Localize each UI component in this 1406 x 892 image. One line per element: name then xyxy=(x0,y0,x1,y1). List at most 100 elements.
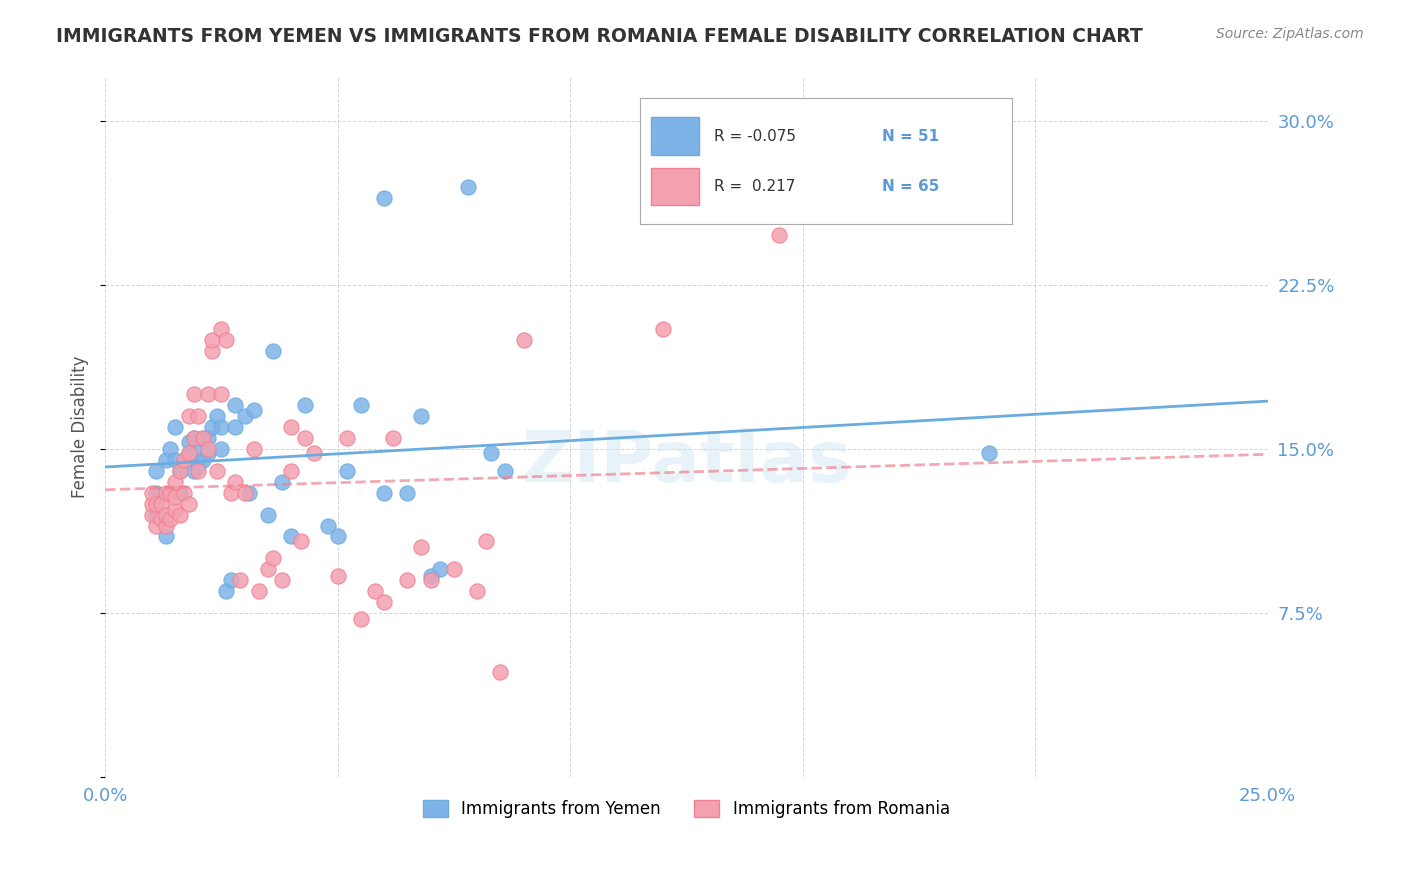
Point xyxy=(187,409,209,424)
Point xyxy=(169,485,191,500)
Point xyxy=(350,613,373,627)
Point xyxy=(257,562,280,576)
Point xyxy=(262,551,284,566)
Point xyxy=(411,541,433,555)
Point xyxy=(141,497,163,511)
Point xyxy=(183,431,205,445)
Point xyxy=(652,322,675,336)
Point xyxy=(159,512,181,526)
Point xyxy=(373,485,395,500)
Point xyxy=(215,584,238,599)
Point xyxy=(191,431,214,445)
Point xyxy=(163,490,186,504)
Point xyxy=(155,485,177,500)
Point xyxy=(173,453,195,467)
Point xyxy=(280,464,302,478)
Point xyxy=(197,446,219,460)
Point xyxy=(280,529,302,543)
Point xyxy=(145,464,167,478)
Point xyxy=(155,529,177,543)
Point xyxy=(201,343,224,358)
Point xyxy=(145,497,167,511)
Point xyxy=(247,584,270,599)
Point xyxy=(177,497,200,511)
Text: ZIPatlas: ZIPatlas xyxy=(522,427,852,497)
Point xyxy=(396,485,419,500)
Point xyxy=(169,508,191,522)
Point xyxy=(197,431,219,445)
Point xyxy=(201,333,224,347)
Point xyxy=(262,343,284,358)
Point xyxy=(155,508,177,522)
Point xyxy=(294,398,316,412)
Point xyxy=(411,409,433,424)
Point xyxy=(145,485,167,500)
Point xyxy=(304,446,326,460)
Point xyxy=(141,508,163,522)
Point xyxy=(224,398,246,412)
Point xyxy=(238,485,260,500)
Point xyxy=(187,459,209,474)
Point xyxy=(163,475,186,489)
Point xyxy=(159,485,181,500)
Point xyxy=(290,533,312,548)
Point xyxy=(280,420,302,434)
Point xyxy=(145,518,167,533)
Text: IMMIGRANTS FROM YEMEN VS IMMIGRANTS FROM ROMANIA FEMALE DISABILITY CORRELATION C: IMMIGRANTS FROM YEMEN VS IMMIGRANTS FROM… xyxy=(56,27,1143,45)
Point xyxy=(173,485,195,500)
Point xyxy=(271,475,294,489)
Point xyxy=(224,420,246,434)
Point xyxy=(257,508,280,522)
Point xyxy=(155,453,177,467)
Legend: Immigrants from Yemen, Immigrants from Romania: Immigrants from Yemen, Immigrants from R… xyxy=(416,793,956,824)
Point xyxy=(211,442,233,456)
Point xyxy=(145,508,167,522)
Point xyxy=(191,453,214,467)
Point xyxy=(163,420,186,434)
Point xyxy=(396,573,419,587)
Point xyxy=(233,409,256,424)
Point xyxy=(465,584,488,599)
Point xyxy=(177,409,200,424)
Point xyxy=(159,442,181,456)
Point xyxy=(183,464,205,478)
Point xyxy=(229,573,252,587)
Point xyxy=(224,475,246,489)
Point xyxy=(318,518,340,533)
Point xyxy=(205,464,228,478)
Point xyxy=(475,533,498,548)
Point xyxy=(197,442,219,456)
Point xyxy=(350,398,373,412)
Point xyxy=(187,442,209,456)
Point xyxy=(141,485,163,500)
Point xyxy=(173,453,195,467)
Point xyxy=(169,464,191,478)
Point xyxy=(457,179,479,194)
Text: Source: ZipAtlas.com: Source: ZipAtlas.com xyxy=(1216,27,1364,41)
Point xyxy=(177,446,200,460)
Point xyxy=(336,431,359,445)
Point xyxy=(155,518,177,533)
Point xyxy=(197,387,219,401)
Point xyxy=(177,435,200,450)
Point xyxy=(205,409,228,424)
Point xyxy=(336,464,359,478)
Point xyxy=(169,464,191,478)
Point xyxy=(364,584,387,599)
Point xyxy=(479,446,502,460)
Point xyxy=(163,453,186,467)
Point xyxy=(183,431,205,445)
Point xyxy=(219,485,242,500)
Point xyxy=(215,333,238,347)
Y-axis label: Female Disability: Female Disability xyxy=(72,356,89,499)
Point xyxy=(243,442,266,456)
Point xyxy=(191,431,214,445)
Point xyxy=(243,402,266,417)
Point xyxy=(382,431,405,445)
Point xyxy=(187,464,209,478)
Point xyxy=(150,497,173,511)
Point xyxy=(163,503,186,517)
Point xyxy=(183,387,205,401)
Point xyxy=(271,573,294,587)
Point xyxy=(768,227,790,242)
